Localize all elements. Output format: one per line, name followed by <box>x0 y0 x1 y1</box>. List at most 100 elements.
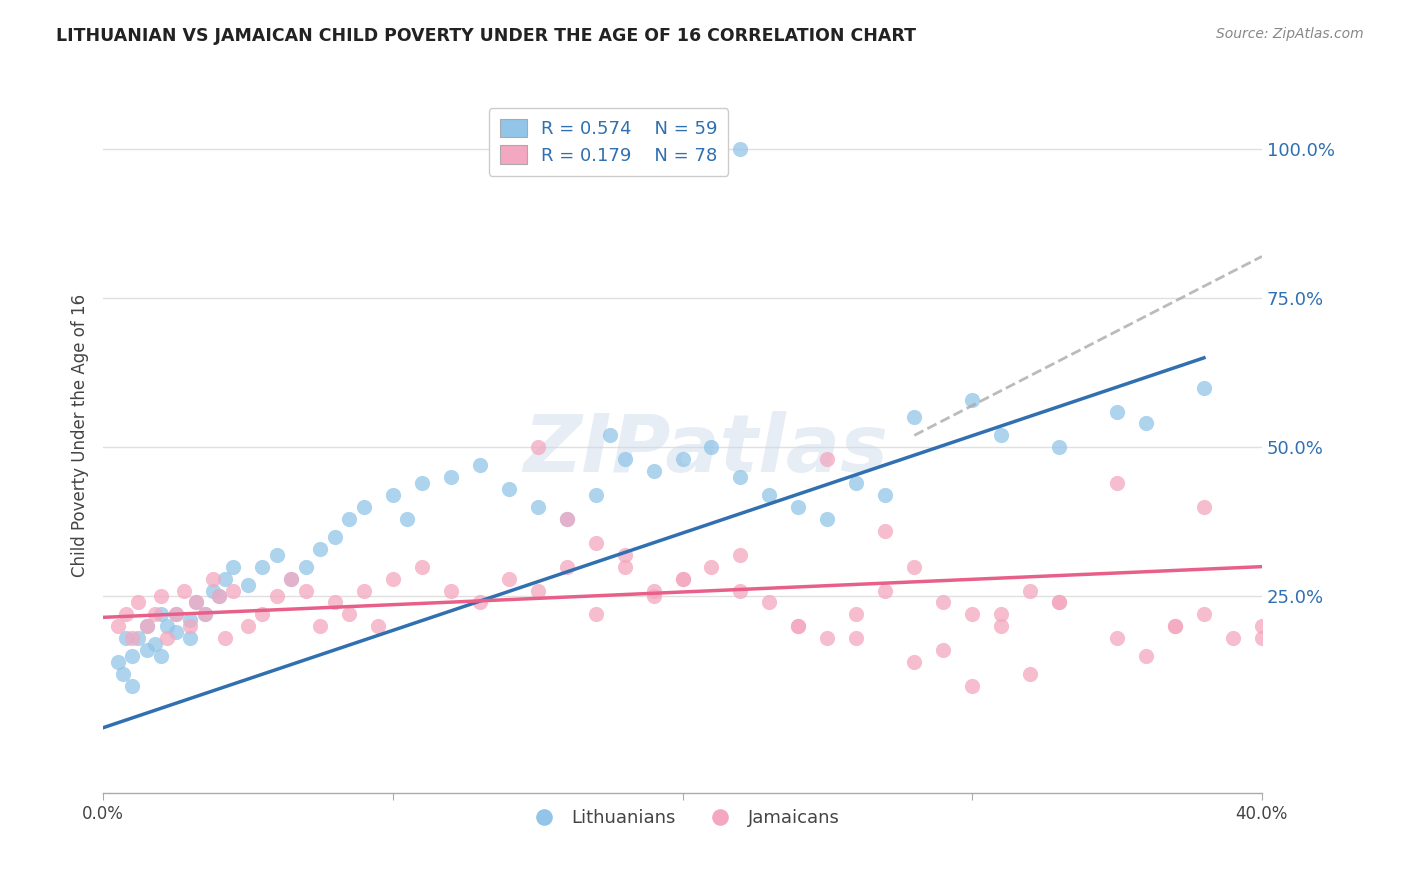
Point <box>150 607 173 622</box>
Point <box>381 488 404 502</box>
Point <box>179 619 201 633</box>
Point <box>643 583 665 598</box>
Text: LITHUANIAN VS JAMAICAN CHILD POVERTY UNDER THE AGE OF 16 CORRELATION CHART: LITHUANIAN VS JAMAICAN CHILD POVERTY UND… <box>56 27 917 45</box>
Point <box>367 619 389 633</box>
Point <box>440 583 463 598</box>
Point <box>309 619 332 633</box>
Point <box>179 613 201 627</box>
Point <box>1164 619 1187 633</box>
Point <box>112 667 135 681</box>
Point <box>143 607 166 622</box>
Point <box>184 595 207 609</box>
Point <box>585 535 607 549</box>
Point <box>179 632 201 646</box>
Point <box>932 595 955 609</box>
Point <box>700 440 723 454</box>
Point <box>758 595 780 609</box>
Point <box>990 619 1012 633</box>
Point <box>236 619 259 633</box>
Point <box>613 452 636 467</box>
Point <box>121 679 143 693</box>
Point <box>730 142 752 156</box>
Point <box>1105 632 1128 646</box>
Point <box>613 559 636 574</box>
Point <box>671 572 693 586</box>
Point <box>815 452 838 467</box>
Text: ZIPatlas: ZIPatlas <box>523 410 889 489</box>
Point <box>280 572 302 586</box>
Point <box>643 464 665 478</box>
Point <box>214 572 236 586</box>
Point <box>1135 649 1157 664</box>
Point <box>787 619 810 633</box>
Point <box>165 607 187 622</box>
Point <box>165 607 187 622</box>
Point <box>115 607 138 622</box>
Point <box>173 583 195 598</box>
Point <box>555 512 578 526</box>
Point <box>150 590 173 604</box>
Point <box>643 590 665 604</box>
Point <box>193 607 215 622</box>
Point <box>222 559 245 574</box>
Point <box>184 595 207 609</box>
Point <box>671 572 693 586</box>
Point <box>353 500 375 514</box>
Point <box>1105 476 1128 491</box>
Point <box>266 590 288 604</box>
Point <box>135 643 157 657</box>
Point <box>150 649 173 664</box>
Point <box>266 548 288 562</box>
Point <box>440 470 463 484</box>
Point <box>498 572 520 586</box>
Point <box>1047 595 1070 609</box>
Point <box>127 595 149 609</box>
Point <box>875 488 897 502</box>
Point <box>960 607 983 622</box>
Point <box>135 619 157 633</box>
Y-axis label: Child Poverty Under the Age of 16: Child Poverty Under the Age of 16 <box>72 293 89 577</box>
Point <box>295 559 318 574</box>
Point <box>165 625 187 640</box>
Point <box>107 655 129 669</box>
Point <box>613 548 636 562</box>
Legend: Lithuanians, Jamaicans: Lithuanians, Jamaicans <box>519 802 846 834</box>
Point <box>135 619 157 633</box>
Point <box>903 559 925 574</box>
Point <box>222 583 245 598</box>
Point <box>143 637 166 651</box>
Point <box>208 590 231 604</box>
Point <box>252 607 274 622</box>
Point <box>498 482 520 496</box>
Point <box>295 583 318 598</box>
Point <box>903 655 925 669</box>
Point <box>730 470 752 484</box>
Point <box>671 452 693 467</box>
Point <box>1192 381 1215 395</box>
Point <box>526 583 548 598</box>
Point <box>787 619 810 633</box>
Point <box>960 679 983 693</box>
Point <box>845 632 868 646</box>
Point <box>1251 632 1274 646</box>
Point <box>700 559 723 574</box>
Point <box>730 548 752 562</box>
Point <box>1047 595 1070 609</box>
Point <box>214 632 236 646</box>
Point <box>156 632 179 646</box>
Point <box>1019 583 1042 598</box>
Point <box>1047 440 1070 454</box>
Point <box>1222 632 1244 646</box>
Text: Source: ZipAtlas.com: Source: ZipAtlas.com <box>1216 27 1364 41</box>
Point <box>127 632 149 646</box>
Point <box>353 583 375 598</box>
Point <box>396 512 419 526</box>
Point <box>815 632 838 646</box>
Point <box>468 458 491 473</box>
Point <box>193 607 215 622</box>
Point <box>309 541 332 556</box>
Point <box>758 488 780 502</box>
Point <box>526 440 548 454</box>
Point <box>156 619 179 633</box>
Point <box>202 583 225 598</box>
